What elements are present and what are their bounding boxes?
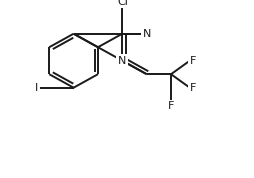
Text: N: N [118, 56, 126, 66]
Text: F: F [190, 56, 196, 66]
Text: N: N [142, 29, 151, 39]
Text: I: I [35, 83, 38, 93]
Text: Cl: Cl [117, 0, 128, 7]
Text: F: F [168, 101, 174, 111]
Text: F: F [190, 83, 196, 93]
